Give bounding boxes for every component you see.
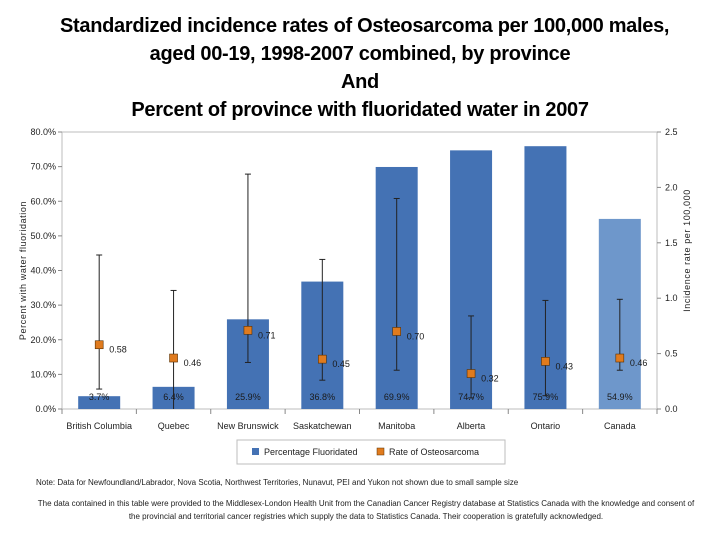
rate-data-label: 0.43 — [555, 361, 573, 371]
x-tick-label: Alberta — [457, 421, 486, 431]
bar-percentage-fluoridated — [78, 396, 121, 409]
title-line-1: Standardized incidence rates of Osteosar… — [60, 15, 670, 37]
rate-marker — [94, 340, 104, 350]
rate-data-label: 0.70 — [407, 331, 425, 341]
legend-swatch-rate — [376, 447, 385, 456]
rate-marker — [392, 327, 401, 336]
y-tick-label: 30.0% — [30, 300, 56, 310]
legend-box — [236, 439, 506, 465]
y2-tick-label: 0.5 — [665, 349, 678, 359]
legend-label-rate: Rate of Osteosarcoma — [389, 447, 479, 457]
rate-marker — [243, 326, 253, 335]
y2-tick-label: 1.0 — [665, 293, 678, 303]
note-data-source: The data contained in this table were pr… — [37, 499, 695, 521]
rate-data-label: 0.46 — [184, 358, 202, 368]
y-tick-label: 70.0% — [30, 162, 56, 172]
legend-label-bar: Percentage Fluoridated — [264, 447, 358, 457]
rate-marker — [169, 353, 178, 363]
bar-data-label: 3.7% — [89, 392, 110, 402]
x-tick-label: Ontario — [531, 421, 561, 431]
x-tick-label: British Columbia — [66, 421, 132, 431]
y2-tick-label: 1.5 — [665, 238, 678, 248]
title-line-2: aged 00-19, 1998-2007 combined, by provi… — [149, 43, 571, 65]
x-tick-label: Manitoba — [378, 421, 415, 431]
title-line-4: Percent of province with fluoridated wat… — [131, 99, 589, 121]
rate-data-label: 0.46 — [630, 358, 648, 368]
rate-data-label: 0.71 — [258, 330, 276, 340]
x-tick-label: New Brunswick — [217, 421, 279, 431]
rate-marker — [541, 357, 550, 366]
x-tick-label: Saskatchewan — [293, 421, 352, 431]
rate-marker — [466, 369, 476, 378]
chart-title: Standardized incidence rates of Osteosar… — [60, 12, 670, 124]
rate-marker — [615, 353, 625, 363]
rate-marker — [318, 354, 327, 364]
y2-axis-title: Incidence rate per 100,000 — [682, 189, 692, 312]
title-line-3: And — [341, 71, 379, 93]
rate-data-label: 0.58 — [109, 345, 127, 355]
bar-data-label: 36.8% — [310, 392, 336, 402]
y-tick-label: 0.0% — [35, 404, 56, 414]
bar-data-label: 75.9% — [533, 392, 559, 402]
x-tick-label: Canada — [604, 421, 636, 431]
y-tick-label: 50.0% — [30, 231, 56, 241]
bar-data-label: 54.9% — [607, 392, 633, 402]
bar-data-label: 25.9% — [235, 392, 261, 402]
note-small-sample: Note: Data for Newfoundland/Labrador, No… — [36, 478, 519, 487]
legend-swatch-bar — [252, 448, 259, 455]
rate-data-label: 0.45 — [332, 359, 350, 369]
bar-data-label: 69.9% — [384, 392, 410, 402]
y-tick-label: 10.0% — [30, 369, 56, 379]
x-tick-label: Quebec — [158, 421, 190, 431]
y-tick-label: 80.0% — [30, 127, 56, 137]
rate-data-label: 0.32 — [481, 374, 499, 384]
y-tick-label: 20.0% — [30, 335, 56, 345]
y2-tick-label: 2.0 — [665, 182, 678, 192]
y2-tick-label: 2.5 — [665, 127, 678, 137]
y-tick-label: 60.0% — [30, 196, 56, 206]
y-tick-label: 40.0% — [30, 266, 56, 276]
y2-tick-label: 0.0 — [665, 404, 678, 414]
y-axis-title: Percent with water fluoridation — [18, 201, 28, 340]
